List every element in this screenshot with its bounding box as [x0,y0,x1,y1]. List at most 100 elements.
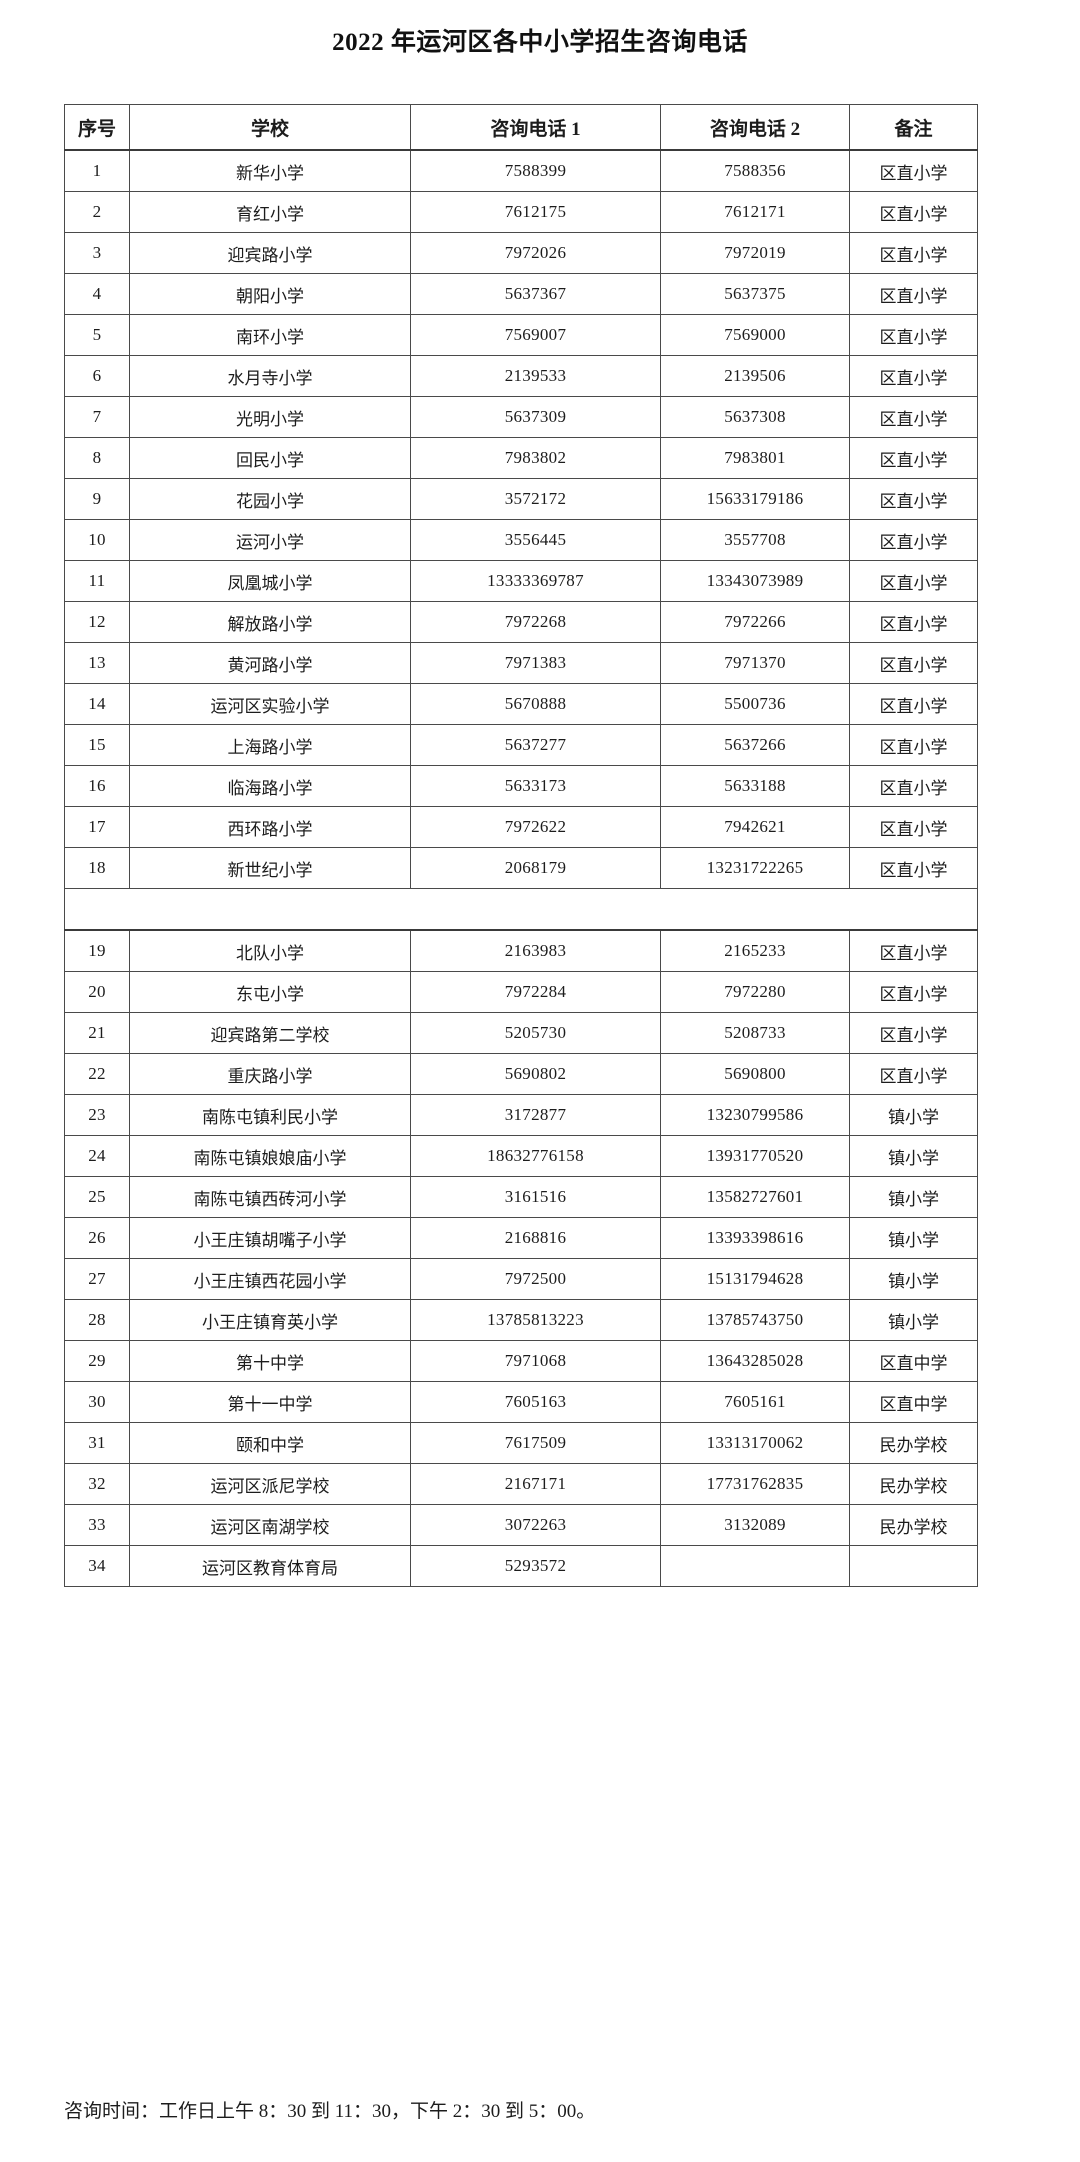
page-break-spacer-cell [64,888,978,931]
cell-school: 南陈屯镇利民小学 [129,1094,411,1136]
cell-phone2: 5633188 [660,765,850,807]
table-row: 27 小王庄镇西花园小学 7972500 15131794628 镇小学 [64,1258,978,1300]
cell-school: 南环小学 [129,314,411,356]
cell-school: 颐和中学 [129,1422,411,1464]
cell-phone2: 7972280 [660,971,850,1013]
table-row: 19 北队小学 2163983 2165233 区直小学 [64,929,978,972]
cell-school: 凤凰城小学 [129,560,411,602]
cell-note: 镇小学 [849,1094,978,1136]
table-row: 17 西环路小学 7972622 7942621 区直小学 [64,806,978,848]
cell-phone2 [660,1545,850,1587]
cell-note: 区直小学 [849,437,978,479]
table-row: 24 南陈屯镇娘娘庙小学 18632776158 13931770520 镇小学 [64,1135,978,1177]
table-row: 10 运河小学 3556445 3557708 区直小学 [64,519,978,561]
cell-index: 18 [64,847,130,889]
column-header-index: 序号 [64,104,130,151]
cell-note: 民办学校 [849,1504,978,1546]
cell-phone2: 7972266 [660,601,850,643]
cell-school: 朝阳小学 [129,273,411,315]
cell-note: 区直小学 [849,191,978,233]
cell-index: 13 [64,642,130,684]
table-header-row: 序号 学校 咨询电话 1 咨询电话 2 备注 [64,104,978,151]
cell-phone2: 7588356 [660,149,850,192]
cell-note: 区直小学 [849,1053,978,1095]
table-row: 15 上海路小学 5637277 5637266 区直小学 [64,724,978,766]
cell-index: 10 [64,519,130,561]
cell-phone2: 7971370 [660,642,850,684]
cell-school: 东屯小学 [129,971,411,1013]
cell-note: 区直小学 [849,149,978,192]
cell-phone2: 3132089 [660,1504,850,1546]
cell-phone1: 3172877 [410,1094,661,1136]
cell-phone2: 7983801 [660,437,850,479]
cell-note: 民办学校 [849,1463,978,1505]
table-header: 序号 学校 咨询电话 1 咨询电话 2 备注 [64,104,978,151]
cell-school: 运河区实验小学 [129,683,411,725]
cell-index: 33 [64,1504,130,1546]
cell-phone2: 7569000 [660,314,850,356]
cell-school: 运河区教育体育局 [129,1545,411,1587]
cell-index: 2 [64,191,130,233]
column-header-school: 学校 [129,104,411,151]
cell-school: 上海路小学 [129,724,411,766]
table-row: 25 南陈屯镇西砖河小学 3161516 13582727601 镇小学 [64,1176,978,1218]
cell-index: 1 [64,149,130,192]
cell-index: 31 [64,1422,130,1464]
cell-school: 新世纪小学 [129,847,411,889]
cell-note [849,1545,978,1587]
cell-note: 区直小学 [849,806,978,848]
phone-table-container: 序号 学校 咨询电话 1 咨询电话 2 备注 1 新华小学 7588399 75883… [64,104,978,1587]
cell-note: 区直小学 [849,847,978,889]
cell-school: 解放路小学 [129,601,411,643]
cell-school: 光明小学 [129,396,411,438]
cell-phone1: 5293572 [410,1545,661,1587]
table-row: 22 重庆路小学 5690802 5690800 区直小学 [64,1053,978,1095]
page-break-spacer [64,888,978,931]
table-row: 1 新华小学 7588399 7588356 区直小学 [64,149,978,192]
cell-phone2: 15131794628 [660,1258,850,1300]
cell-phone2: 7605161 [660,1381,850,1423]
cell-note: 区直小学 [849,273,978,315]
cell-school: 回民小学 [129,437,411,479]
cell-index: 3 [64,232,130,274]
table-row: 3 迎宾路小学 7972026 7972019 区直小学 [64,232,978,274]
cell-index: 5 [64,314,130,356]
cell-phone1: 7972268 [410,601,661,643]
cell-index: 21 [64,1012,130,1054]
cell-note: 区直小学 [849,478,978,520]
cell-school: 小王庄镇育英小学 [129,1299,411,1341]
table-row: 9 花园小学 3572172 15633179186 区直小学 [64,478,978,520]
cell-phone1: 5633173 [410,765,661,807]
cell-school: 南陈屯镇娘娘庙小学 [129,1135,411,1177]
cell-school: 小王庄镇西花园小学 [129,1258,411,1300]
cell-phone2: 13582727601 [660,1176,850,1218]
cell-phone1: 7971068 [410,1340,661,1382]
cell-school: 南陈屯镇西砖河小学 [129,1176,411,1218]
table-row: 34 运河区教育体育局 5293572 [64,1545,978,1587]
cell-phone1: 5637309 [410,396,661,438]
cell-phone1: 7971383 [410,642,661,684]
cell-note: 区直小学 [849,971,978,1013]
cell-school: 临海路小学 [129,765,411,807]
cell-index: 19 [64,929,130,972]
cell-note: 区直小学 [849,396,978,438]
cell-phone1: 7972026 [410,232,661,274]
cell-phone1: 13785813223 [410,1299,661,1341]
cell-index: 25 [64,1176,130,1218]
table-row: 4 朝阳小学 5637367 5637375 区直小学 [64,273,978,315]
cell-phone2: 13343073989 [660,560,850,602]
cell-phone2: 13230799586 [660,1094,850,1136]
cell-index: 4 [64,273,130,315]
cell-phone1: 2168816 [410,1217,661,1259]
column-header-phone1: 咨询电话 1 [410,104,661,151]
column-header-phone2: 咨询电话 2 [660,104,850,151]
cell-note: 区直小学 [849,683,978,725]
cell-index: 20 [64,971,130,1013]
cell-phone2: 17731762835 [660,1463,850,1505]
cell-phone2: 7612171 [660,191,850,233]
cell-index: 24 [64,1135,130,1177]
cell-phone2: 2139506 [660,355,850,397]
cell-phone1: 7972500 [410,1258,661,1300]
cell-school: 迎宾路第二学校 [129,1012,411,1054]
cell-index: 27 [64,1258,130,1300]
